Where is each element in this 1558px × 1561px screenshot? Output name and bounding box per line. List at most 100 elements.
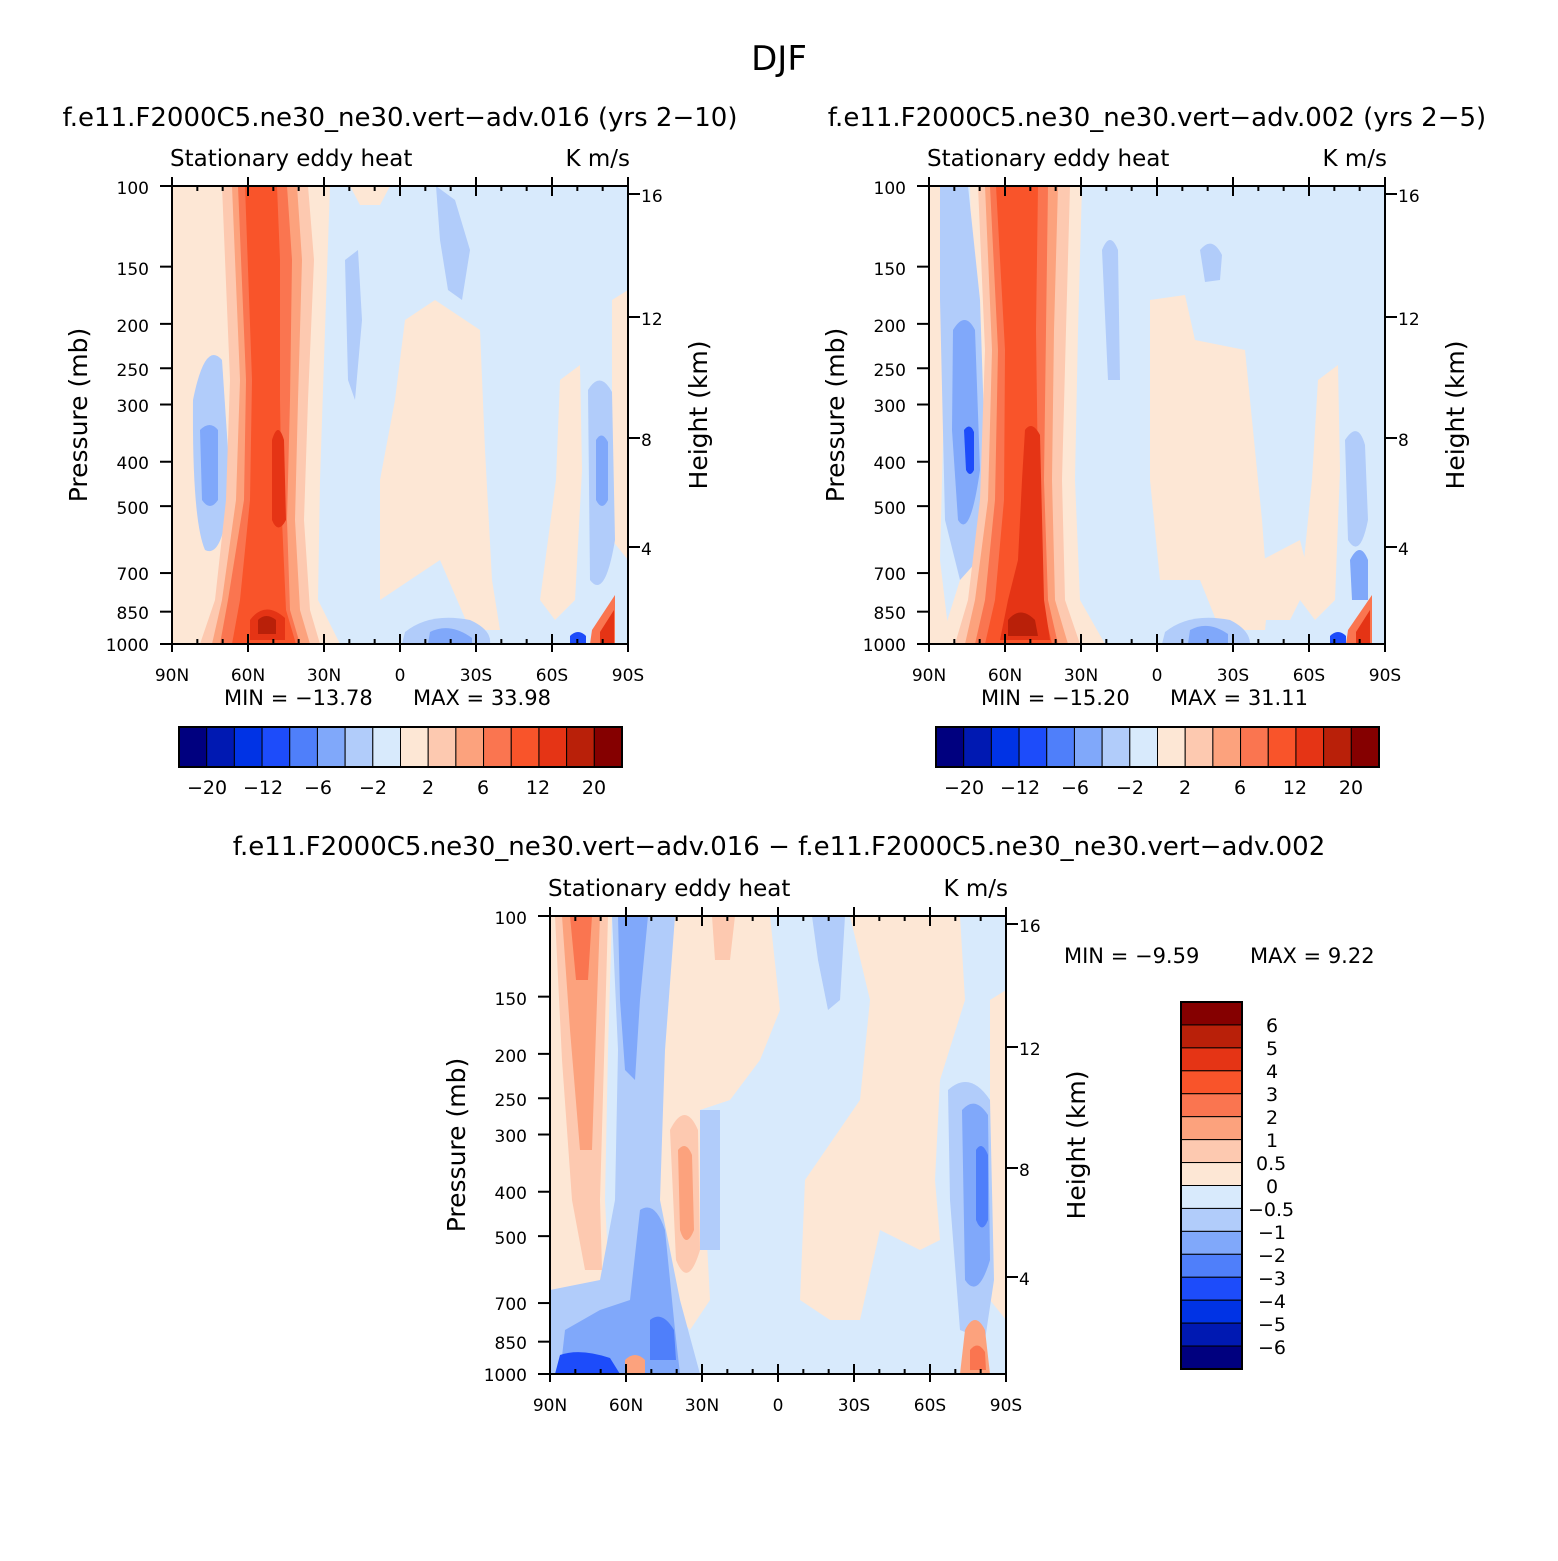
colorbar-swatch [344, 726, 374, 768]
panel-3-x-tick-90s: 90S [990, 1396, 1022, 1416]
panel-3-y-tick-400: 400 [495, 1184, 527, 1204]
panel-1-y-tick-250: 250 [117, 361, 149, 381]
contour-fill-pos-weak [1150, 295, 1268, 630]
panel-2-axis-ticks [917, 177, 1397, 652]
panel-3-cbar-label: 0 [1266, 1176, 1278, 1198]
panel-1-cbar-label: 2 [422, 777, 434, 799]
panel-2-y-tick-150: 150 [874, 260, 906, 280]
panel-3-y-tick-700: 700 [495, 1295, 527, 1315]
panel-1-height-tick-16: 16 [641, 187, 663, 207]
panel-2-x-tick-30s: 30S [1217, 666, 1249, 686]
colorbar-swatch [178, 726, 208, 768]
panel-3-x-tick-30s: 30S [838, 1396, 870, 1416]
panel-2-y-tick-500: 500 [874, 499, 906, 519]
colorbar-swatch [593, 726, 623, 768]
colorbar-swatch [206, 726, 235, 768]
panel-3-cbar-label: −4 [1258, 1291, 1286, 1313]
contour-fill-neg-weak [345, 250, 362, 400]
panel-3-colorbar [1180, 1001, 1243, 1370]
colorbar-frame [1180, 1001, 1243, 1370]
contour-fill-pos-3 [570, 916, 592, 980]
colorbar-swatch [1101, 726, 1131, 768]
colorbar-swatch [510, 726, 540, 768]
panel-2-cbar-label: −12 [1000, 777, 1040, 799]
contour-fill-neg-med [428, 628, 472, 644]
panel-1-y-tick-700: 700 [117, 565, 149, 585]
colorbar-swatch [289, 726, 318, 768]
panel-2-height-axis-label: Height (km) [1441, 341, 1470, 490]
colorbar-swatch [990, 726, 1020, 768]
panel-3-y-tick-200: 200 [495, 1047, 527, 1067]
colorbar-swatch [1046, 726, 1075, 768]
panel-2-y-tick-200: 200 [874, 317, 906, 337]
panel-1-cbar-label: −6 [304, 777, 332, 799]
panel-1-axis-ticks [160, 177, 640, 652]
panel-1-y-tick-1000: 1000 [106, 636, 149, 656]
contour-fill-pos-weak [1262, 540, 1310, 620]
figure-title: DJF [751, 39, 807, 79]
panel-3-x-tick-60s: 60S [914, 1396, 946, 1416]
contour-fill-neg-med [200, 425, 218, 506]
panel-3-y-tick-850: 850 [495, 1334, 527, 1354]
contour-fill-pos-corner [600, 610, 614, 644]
colorbar-swatch [1180, 1185, 1243, 1209]
colorbar-frame [178, 726, 623, 768]
panel-1-y-tick-200: 200 [117, 317, 149, 337]
colorbar-swatch [1180, 1322, 1243, 1347]
panel-1-y-tick-300: 300 [117, 397, 149, 417]
panel-3-y-axis-label: Pressure (mb) [442, 1058, 471, 1232]
contour-fill-pos-weak [1300, 365, 1340, 620]
colorbar-swatch [400, 726, 429, 768]
colorbar-swatch [1073, 726, 1103, 768]
colorbar-swatch [1180, 1070, 1243, 1095]
contour-fill-neg-weak [812, 916, 845, 1010]
contour-fill-neg-med [1188, 625, 1228, 644]
colorbar-swatch [483, 726, 512, 768]
colorbar-swatch [1180, 1207, 1243, 1232]
panel-2-y-tick-250: 250 [874, 361, 906, 381]
contour-fill-neg-strong [650, 1316, 676, 1360]
colorbar-swatch [1180, 1001, 1243, 1026]
colorbar-swatch [1180, 1345, 1243, 1370]
panel-2-left-label: Stationary eddy heat [927, 146, 1169, 172]
panel-2-y-tick-850: 850 [874, 604, 906, 624]
panel-1-cbar-label: 20 [582, 777, 606, 799]
panel-3-x-tick-90n: 90N [533, 1396, 567, 1416]
panel-1-y-tick-150: 150 [117, 260, 149, 280]
contour-fill-pos-weak [612, 290, 628, 560]
contour-fill-pos-weak [800, 916, 965, 1320]
panel-3-height-axis-label: Height (km) [1062, 1071, 1091, 1220]
panel-3-min-label: MIN = −9.59 [1064, 944, 1199, 968]
panel-2-cbar-label: 6 [1234, 777, 1246, 799]
panel-2-x-tick-30n: 30N [1064, 666, 1098, 686]
panel-1-x-tick-30s: 30S [460, 666, 492, 686]
contour-fill-pos-weak [540, 365, 582, 620]
panel-1-height-tick-4: 4 [641, 540, 652, 560]
contour-fill-pos-2 [678, 1146, 694, 1240]
contour-fill-pos-22 [258, 616, 276, 634]
panel-2-y-tick-300: 300 [874, 397, 906, 417]
panel-3-y-tick-500: 500 [495, 1229, 527, 1249]
panel-3-x-tick-60n: 60N [609, 1396, 643, 1416]
colorbar-swatch [1295, 726, 1325, 768]
panel-1-height-axis-label: Height (km) [684, 341, 713, 490]
panel-1-y-tick-850: 850 [117, 604, 149, 624]
panel-1-right-label: K m/s [565, 146, 630, 172]
panel-1-x-tick-30n: 30N [307, 666, 341, 686]
colorbar-swatch [1129, 726, 1158, 768]
colorbar-swatch [935, 726, 965, 768]
panel-2-cbar-label: −20 [944, 777, 984, 799]
panel-1-plot-area [172, 186, 628, 644]
panel-1-x-tick-0: 0 [395, 666, 406, 686]
panel-1-x-tick-90s: 90S [612, 666, 644, 686]
contour-fill-neg-med [952, 320, 980, 525]
panel-3-cbar-label: 5 [1266, 1038, 1278, 1060]
contour-fill-neg-weak [700, 1110, 720, 1250]
panel-2-y-axis-label: Pressure (mb) [821, 328, 850, 502]
colorbar-swatch [963, 726, 992, 768]
contour-fill-neg-weak [1345, 431, 1368, 547]
contour-fill-pos-weak [350, 186, 390, 205]
colorbar-swatch [1180, 1116, 1243, 1141]
contour-fill-pos-weak [929, 186, 950, 644]
